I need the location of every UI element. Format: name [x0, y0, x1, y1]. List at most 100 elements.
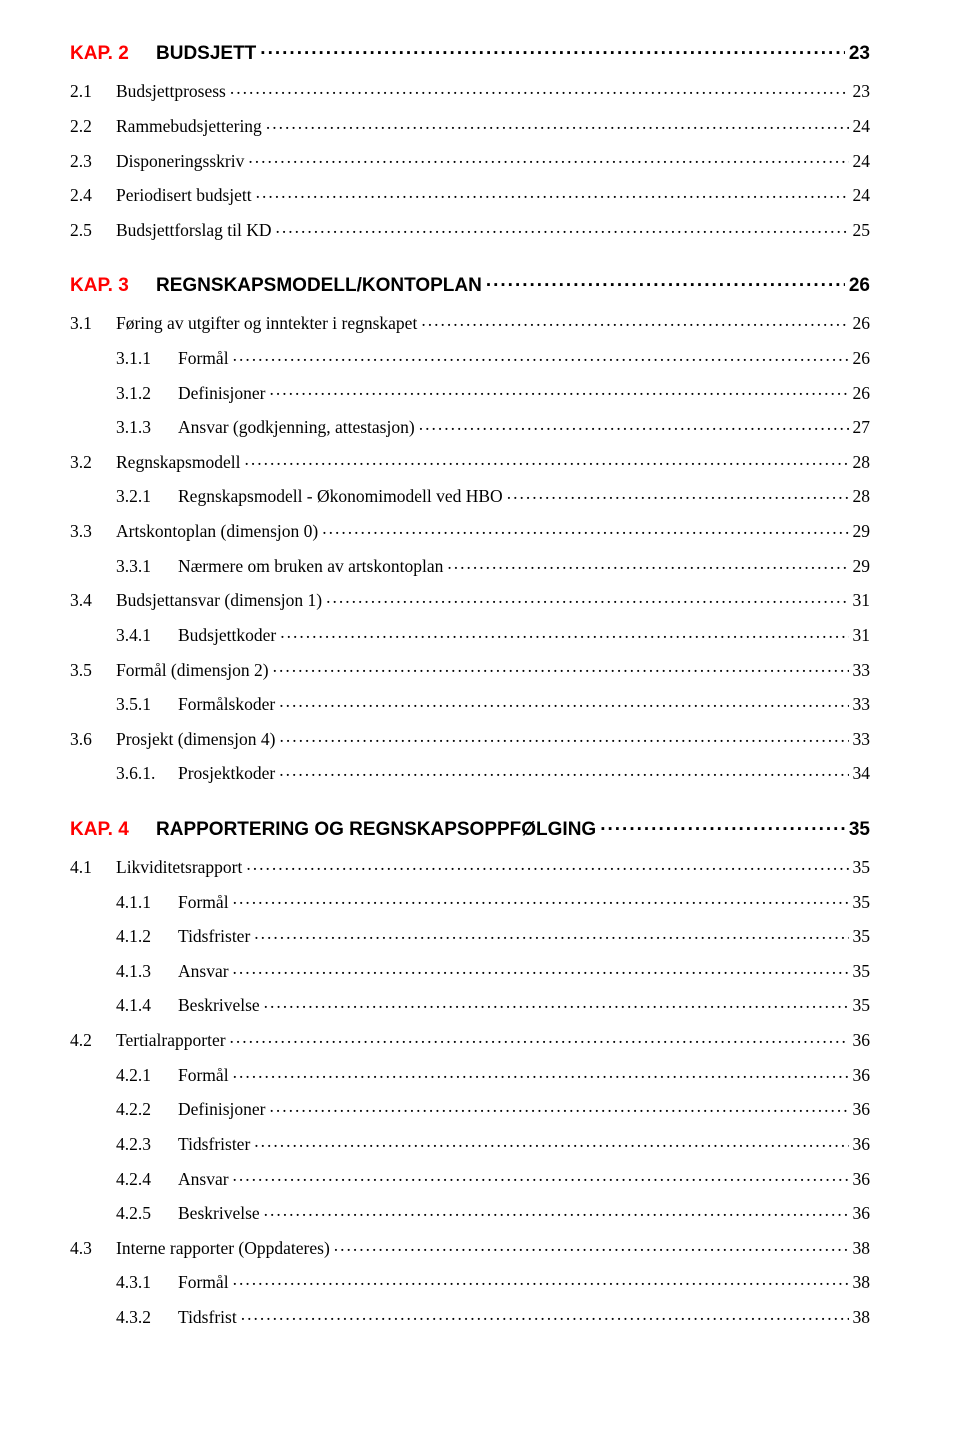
section-number: 4.3.1: [116, 1272, 178, 1292]
section-number: 4.2.5: [116, 1203, 178, 1223]
page-number: 36: [853, 1134, 871, 1154]
section-number: 3.1.3: [116, 417, 178, 437]
section-number: 4.2.3: [116, 1134, 178, 1154]
toc-row: 3.5.1Formålskoder33: [70, 693, 870, 715]
toc-row: KAP. 3REGNSKAPSMODELL/KONTOPLAN26: [70, 272, 870, 297]
page-number: 35: [853, 857, 871, 877]
page-number: 29: [853, 556, 871, 576]
kap-label: KAP. 3: [70, 275, 129, 296]
section-title: Beskrivelse: [178, 995, 260, 1015]
toc-row: 2.1Budsjettprosess23: [70, 80, 870, 102]
dot-leader: [600, 816, 845, 835]
dot-leader: [266, 114, 849, 132]
section-title: Periodisert budsjett: [116, 185, 252, 205]
dot-leader: [264, 994, 849, 1012]
toc-row: 4.1.1Formål35: [70, 890, 870, 912]
section-number: 4.2.2: [116, 1099, 178, 1119]
toc-row: 3.6Prosjekt (dimensjon 4)33: [70, 727, 870, 749]
section-title: Ansvar: [178, 1169, 229, 1189]
section-title: Ansvar (godkjenning, attestasjon): [178, 417, 415, 437]
page-number: 35: [849, 819, 870, 841]
section-number: 3.2.1: [116, 486, 178, 506]
section-number: 2.5: [70, 220, 116, 240]
toc-row: 3.1.3Ansvar (godkjenning, attestasjon)27: [70, 416, 870, 438]
section-number: 4.2.4: [116, 1169, 178, 1189]
section-number: 2.4: [70, 185, 116, 205]
kap-label: KAP. 2: [70, 43, 129, 64]
page-number: 28: [853, 452, 871, 472]
section-title: Definisjoner: [178, 1099, 265, 1119]
toc-row: 3.1.2Definisjoner26: [70, 381, 870, 403]
section-title: Rammebudsjettering: [116, 116, 262, 136]
page-number: 26: [849, 275, 870, 297]
section-title: Interne rapporter (Oppdateres): [116, 1238, 330, 1258]
dot-leader: [322, 520, 848, 538]
dot-leader: [246, 855, 848, 873]
toc-row: 2.3Disponeringsskriv24: [70, 149, 870, 171]
toc-row: 4.2.3Tidsfrister36: [70, 1132, 870, 1154]
dot-leader: [276, 218, 849, 236]
section-title: Nærmere om bruken av artskontoplan: [178, 556, 443, 576]
toc-row: 4.1Likviditetsrapport 35: [70, 855, 870, 877]
dot-leader: [507, 485, 849, 503]
page-number: 34: [853, 763, 871, 783]
page-number: 23: [853, 81, 871, 101]
section-title: Budsjettkoder: [178, 625, 276, 645]
section-number: 3.4: [70, 590, 116, 610]
section-title: Formål: [178, 1272, 229, 1292]
toc-row: 2.5Budsjettforslag til KD25: [70, 218, 870, 240]
page-number: 35: [853, 926, 871, 946]
dot-leader: [233, 1063, 849, 1081]
section-title: Regnskapsmodell: [116, 452, 240, 472]
section-title: Budsjettansvar (dimensjon 1): [116, 590, 322, 610]
section-number: 4.1: [70, 857, 116, 877]
section-title: Likviditetsrapport: [116, 857, 242, 877]
toc-row: 4.1.2Tidsfrister35: [70, 925, 870, 947]
section-title: Regnskapsmodell - Økonomimodell ved HBO: [178, 486, 503, 506]
section-title: Artskontoplan (dimensjon 0): [116, 521, 318, 541]
dot-leader: [244, 450, 848, 468]
kap-label: KAP. 4: [70, 819, 129, 840]
section-number: 4.1.3: [116, 961, 178, 981]
section-number: 4.3.2: [116, 1307, 178, 1327]
toc-row: 4.2.4Ansvar36: [70, 1167, 870, 1189]
page-number: 24: [853, 151, 871, 171]
section-title: Formål: [178, 892, 229, 912]
dot-leader: [269, 381, 848, 399]
toc-row: KAP. 4 RAPPORTERING OG REGNSKAPSOPPFØLGIN…: [70, 816, 870, 841]
toc-row: 3.2.1Regnskapsmodell - Økonomimodell ved…: [70, 485, 870, 507]
dot-leader: [248, 149, 848, 167]
toc-row: 3.6.1.Prosjektkoder34: [70, 762, 870, 784]
page-number: 24: [853, 185, 871, 205]
dot-leader: [230, 1029, 849, 1047]
section-number: 3.1: [70, 313, 116, 333]
section-number: 4.2.1: [116, 1065, 178, 1085]
page-number: 24: [853, 116, 871, 136]
section-number: 4.1.4: [116, 995, 178, 1015]
section-number: 2.2: [70, 116, 116, 136]
dot-leader: [421, 312, 848, 330]
page-number: 33: [853, 660, 871, 680]
dot-leader: [256, 184, 849, 202]
section-number: 3.3: [70, 521, 116, 541]
page-number: 33: [853, 694, 871, 714]
toc-row: 3.4.1Budsjettkoder31: [70, 623, 870, 645]
chapter-number: KAP. 3: [70, 275, 156, 297]
dot-leader: [254, 1132, 848, 1150]
page-number: 36: [853, 1065, 871, 1085]
page-number: 25: [853, 220, 871, 240]
dot-leader: [230, 80, 849, 98]
section-title: Formål: [178, 348, 229, 368]
section-number: 2.1: [70, 81, 116, 101]
page-number: 23: [849, 43, 870, 65]
section-number: 3.6: [70, 729, 116, 749]
dot-leader: [269, 1098, 848, 1116]
section-title: Tidsfrist: [178, 1307, 237, 1327]
chapter-title: RAPPORTERING OG REGNSKAPSOPPFØLGING: [156, 819, 596, 841]
section-title: Prosjekt (dimensjon 4): [116, 729, 275, 749]
chapter-number: KAP. 4: [70, 819, 156, 841]
section-number: 3.4.1: [116, 625, 178, 645]
page-number: 29: [853, 521, 871, 541]
dot-leader: [233, 1167, 849, 1185]
section-title: Føring av utgifter og inntekter i regnsk…: [116, 313, 417, 333]
